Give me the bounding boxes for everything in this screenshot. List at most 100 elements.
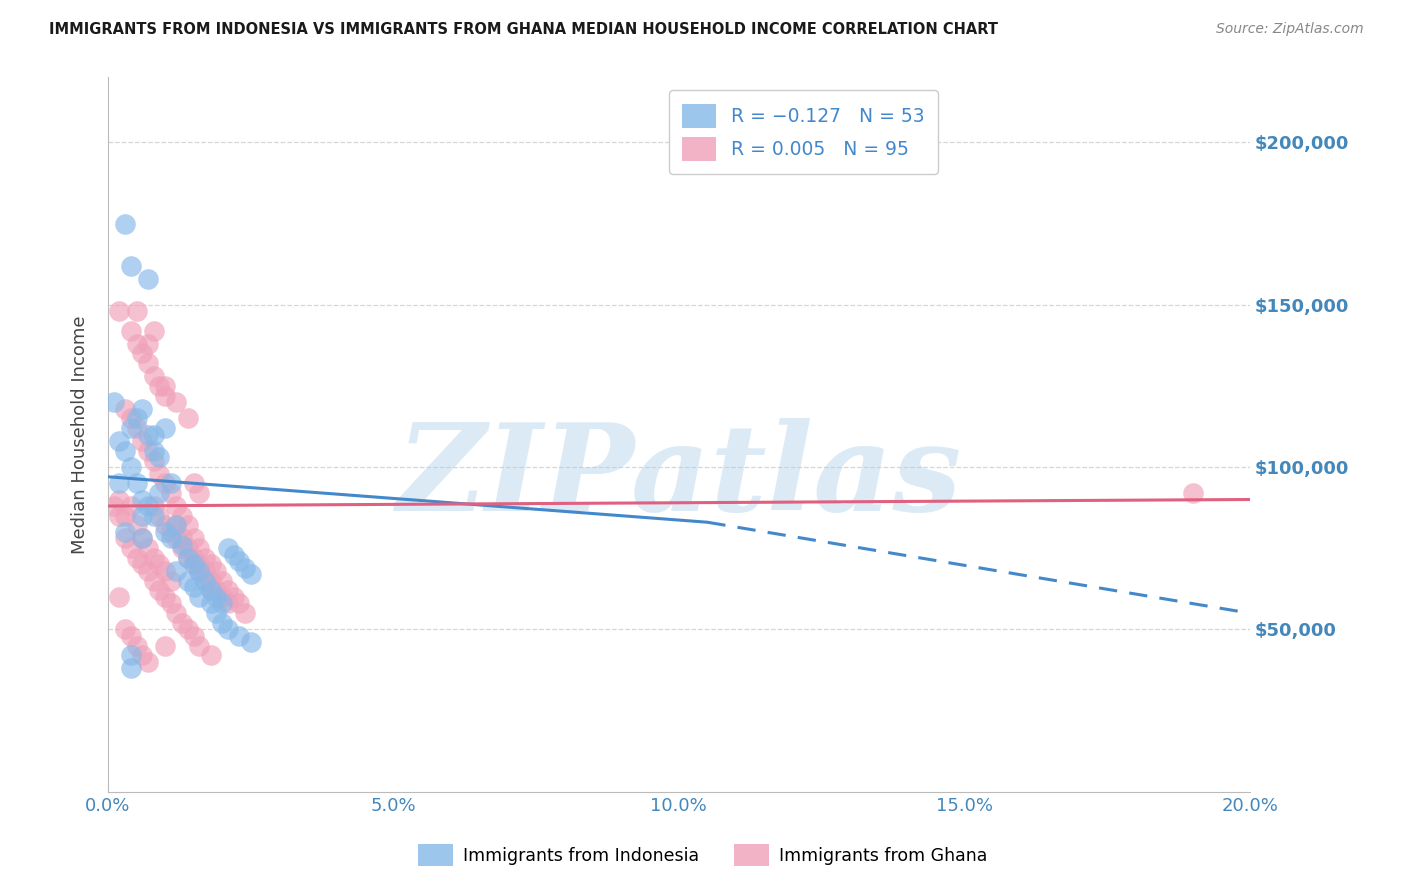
Point: [183, 532, 205, 546]
Point: [188, 639, 211, 653]
Point: [233, 560, 256, 574]
Point: [136, 499, 159, 513]
Point: [166, 518, 188, 533]
Point: [177, 574, 200, 588]
Point: [200, 558, 222, 572]
Point: [153, 524, 176, 539]
Point: [188, 590, 211, 604]
Point: [205, 564, 228, 578]
Point: [120, 499, 142, 513]
Point: [177, 518, 200, 533]
Point: [211, 590, 233, 604]
Legend: R = −0.127   N = 53, R = 0.005   N = 95: R = −0.127 N = 53, R = 0.005 N = 95: [669, 90, 938, 174]
Point: [114, 217, 136, 231]
Point: [188, 558, 211, 572]
Point: [120, 661, 142, 675]
Point: [131, 434, 153, 448]
Point: [183, 629, 205, 643]
Point: [183, 558, 205, 572]
Point: [1181, 486, 1204, 500]
Point: [136, 336, 159, 351]
Point: [159, 596, 181, 610]
Point: [166, 518, 188, 533]
Point: [131, 648, 153, 663]
Point: [153, 518, 176, 533]
Point: [108, 304, 131, 318]
Point: [142, 427, 165, 442]
Point: [183, 476, 205, 491]
Point: [188, 564, 211, 578]
Point: [148, 583, 170, 598]
Point: [239, 567, 262, 582]
Point: [211, 574, 233, 588]
Point: [200, 583, 222, 598]
Point: [131, 401, 153, 416]
Point: [103, 499, 125, 513]
Point: [114, 623, 136, 637]
Point: [159, 486, 181, 500]
Point: [222, 590, 245, 604]
Point: [166, 606, 188, 620]
Point: [136, 427, 159, 442]
Point: [228, 629, 250, 643]
Point: [153, 564, 176, 578]
Point: [136, 564, 159, 578]
Point: [211, 615, 233, 630]
Point: [148, 558, 170, 572]
Legend: Immigrants from Indonesia, Immigrants from Ghana: Immigrants from Indonesia, Immigrants fr…: [412, 838, 994, 872]
Point: [136, 271, 159, 285]
Point: [114, 532, 136, 546]
Text: Source: ZipAtlas.com: Source: ZipAtlas.com: [1216, 22, 1364, 37]
Point: [136, 541, 159, 556]
Point: [233, 606, 256, 620]
Point: [120, 259, 142, 273]
Point: [153, 379, 176, 393]
Point: [194, 574, 217, 588]
Point: [153, 389, 176, 403]
Point: [136, 443, 159, 458]
Point: [125, 639, 148, 653]
Point: [200, 583, 222, 598]
Point: [205, 606, 228, 620]
Point: [177, 550, 200, 565]
Point: [153, 421, 176, 435]
Point: [142, 369, 165, 384]
Point: [159, 476, 181, 491]
Point: [148, 508, 170, 523]
Text: ZIPatlas: ZIPatlas: [396, 418, 962, 537]
Y-axis label: Median Household Income: Median Household Income: [72, 315, 89, 554]
Point: [228, 554, 250, 568]
Point: [142, 499, 165, 513]
Point: [131, 558, 153, 572]
Point: [153, 639, 176, 653]
Point: [211, 596, 233, 610]
Point: [131, 346, 153, 360]
Point: [177, 411, 200, 425]
Point: [159, 574, 181, 588]
Point: [142, 550, 165, 565]
Point: [200, 596, 222, 610]
Point: [125, 550, 148, 565]
Point: [148, 467, 170, 481]
Point: [131, 508, 153, 523]
Point: [166, 532, 188, 546]
Point: [125, 304, 148, 318]
Point: [108, 508, 131, 523]
Point: [142, 508, 165, 523]
Point: [125, 476, 148, 491]
Point: [166, 499, 188, 513]
Point: [239, 635, 262, 649]
Point: [217, 583, 239, 598]
Point: [103, 395, 125, 409]
Point: [125, 336, 148, 351]
Point: [120, 411, 142, 425]
Point: [159, 532, 181, 546]
Point: [108, 434, 131, 448]
Point: [194, 550, 217, 565]
Point: [194, 574, 217, 588]
Point: [172, 532, 194, 546]
Point: [148, 450, 170, 465]
Point: [188, 486, 211, 500]
Point: [114, 524, 136, 539]
Point: [183, 580, 205, 594]
